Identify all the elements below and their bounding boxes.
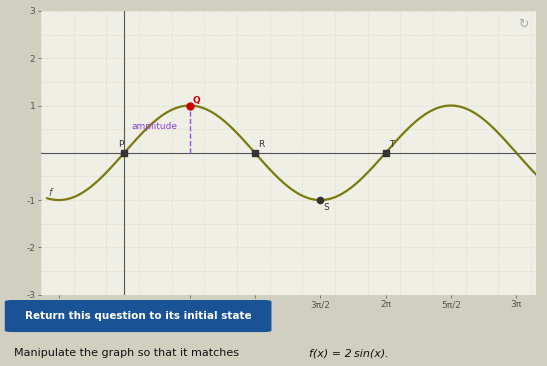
Text: f(x) = 2 sin(x).: f(x) = 2 sin(x).	[309, 348, 389, 358]
Text: amplitude: amplitude	[131, 122, 177, 131]
FancyBboxPatch shape	[5, 301, 271, 331]
Text: R: R	[258, 140, 265, 149]
Text: ↻: ↻	[518, 18, 528, 31]
Text: Q: Q	[193, 96, 201, 105]
Text: T: T	[389, 140, 394, 149]
Text: S: S	[324, 203, 329, 213]
Text: Return this question to its initial state: Return this question to its initial stat…	[25, 311, 251, 321]
Text: f: f	[49, 188, 52, 198]
Text: P: P	[118, 140, 124, 149]
Text: Manipulate the graph so that it matches: Manipulate the graph so that it matches	[14, 348, 242, 358]
